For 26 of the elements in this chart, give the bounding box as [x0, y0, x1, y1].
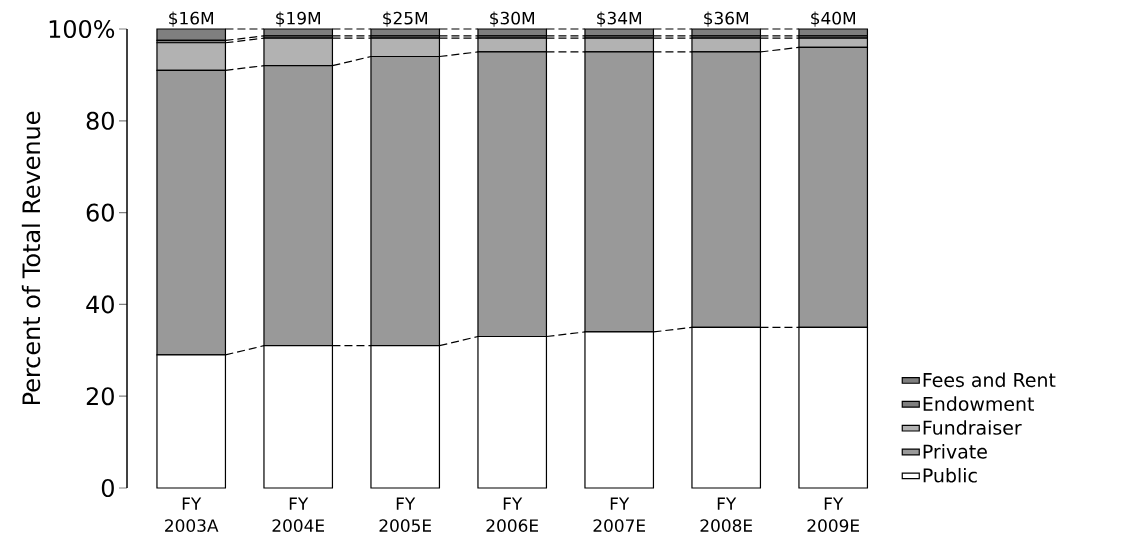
x-tick-label: FY 2005E: [379, 497, 432, 532]
legend-label: Public: [923, 467, 977, 483]
annotation: $30M: [490, 11, 534, 27]
annotation: $36M: [704, 11, 748, 27]
legend-label: Endowment: [923, 396, 1034, 411]
annotation: $25M: [383, 11, 427, 27]
y-tick-label: 20: [86, 387, 114, 406]
annotation: $40M: [811, 11, 855, 27]
x-tick-label: FY 2009E: [807, 497, 860, 532]
legend-label: Private: [923, 444, 987, 459]
x-tick-label: FY 2008E: [700, 497, 753, 532]
y-tick-label: 100%: [49, 19, 115, 39]
legend-label: Fundraiser: [923, 420, 1022, 435]
annotation: $16M: [169, 11, 213, 27]
x-tick-label: FY 2006E: [486, 497, 539, 532]
y-tick-label: 0: [101, 478, 114, 498]
x-tick-label: FY 2004E: [272, 497, 325, 532]
annotation: $34M: [597, 11, 641, 27]
legend-label: Fees and Rent: [923, 372, 1056, 388]
y-axis-title: Percent of Total Revenue: [21, 111, 41, 405]
y-tick-label: 60: [86, 203, 114, 222]
y-tick-label: 40: [86, 295, 114, 314]
annotation: $19M: [276, 11, 320, 27]
y-tick-label: 80: [86, 111, 114, 130]
x-tick-label: FY 2007E: [593, 497, 646, 532]
x-tick-label: FY 2003A: [165, 497, 219, 532]
